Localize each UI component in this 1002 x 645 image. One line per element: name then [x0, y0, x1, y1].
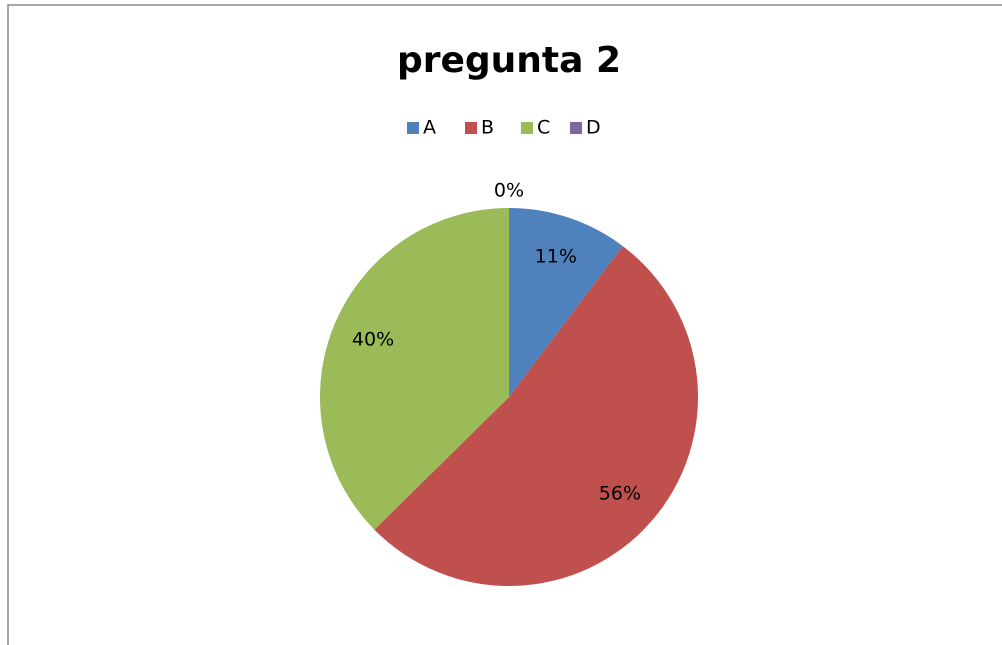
legend-swatch [570, 122, 582, 134]
pie-slice [374, 246, 698, 586]
legend-label: C [537, 117, 550, 139]
legend-swatch [407, 122, 419, 134]
data-label: 40% [352, 329, 394, 351]
chart-border [7, 4, 1002, 645]
legend-swatch [465, 122, 477, 134]
data-label: 0% [494, 180, 524, 202]
legend-label: A [423, 117, 436, 139]
legend-swatch [521, 122, 533, 134]
pie-slice [509, 208, 623, 397]
data-label: 11% [535, 246, 577, 268]
data-label: 56% [599, 483, 641, 505]
chart-title: pregunta 2 [397, 40, 621, 81]
pie-slice [319, 208, 509, 530]
legend-label: B [481, 117, 494, 139]
legend-label: D [586, 117, 601, 139]
